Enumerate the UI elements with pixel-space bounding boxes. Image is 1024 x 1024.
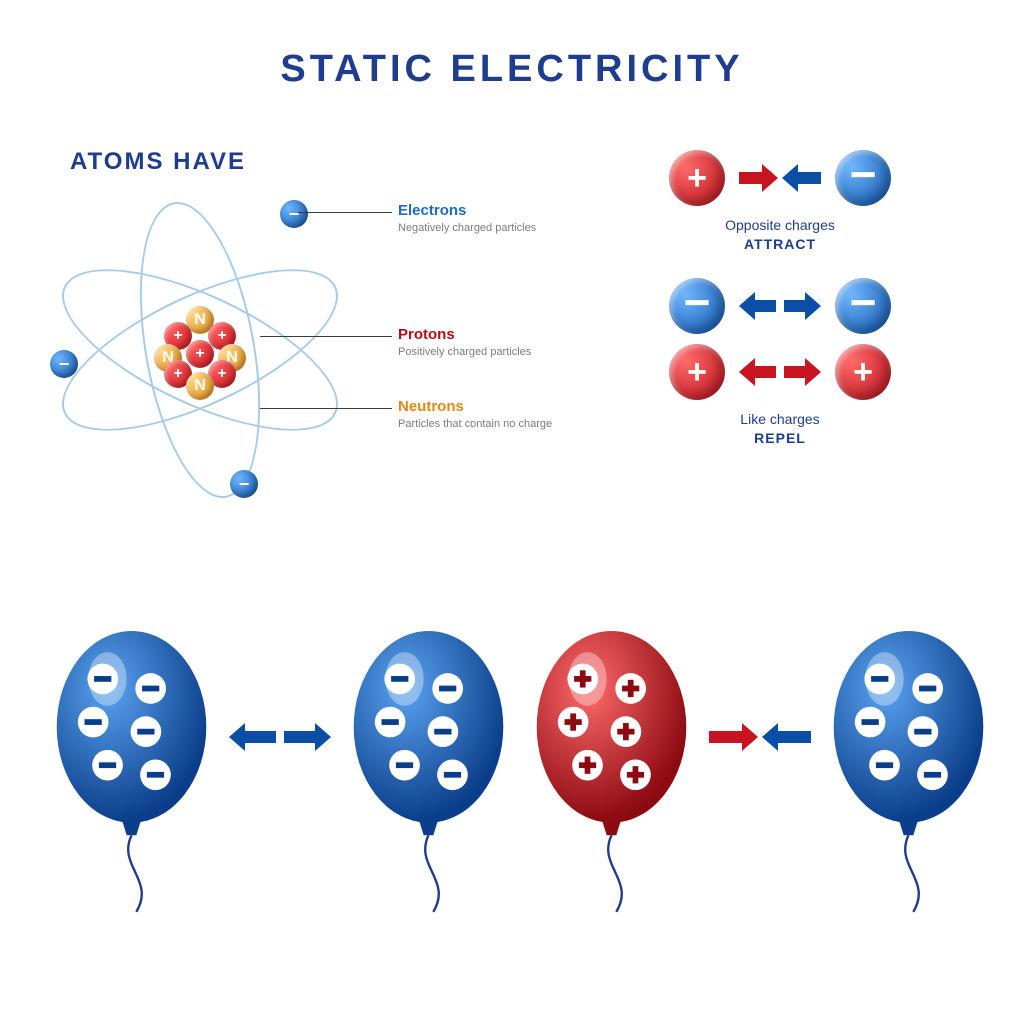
charge-ball-minus: − [835,150,891,206]
charge-ball-plus: + [669,344,725,400]
charge-ball-plus: + [669,150,725,206]
neutron-particle: N [186,372,214,400]
balloon-arrow-attract [705,715,815,755]
proton-particle: + [186,340,214,368]
balloon-section [0,620,1024,1000]
charge-rules: + − Opposite chargesATTRACT − − + + Like… [590,150,970,472]
balloon-blue-minus [50,620,213,920]
balloon-blue-minus [347,620,510,920]
atom-diagram: N++N+N++N −−− [40,180,360,520]
balloon-pair-repel [50,620,510,920]
label-protons: Protons Positively charged particles [398,326,531,359]
charge-ball-minus: − [669,278,725,334]
atom-heading: ATOMS HAVE [70,148,246,176]
label-neutrons-title: Neutrons [398,398,552,415]
repel-row-2: + + [590,344,970,400]
repel-row-1: − − [590,278,970,334]
leader-neutrons [260,408,392,409]
nucleus: N++N+N++N [150,300,250,400]
electron-particle: − [50,350,78,378]
leader-protons [260,336,392,337]
attract-row: + − [590,150,970,206]
label-neutrons: Neutrons Particles that contain no charg… [398,398,552,431]
label-electrons-title: Electrons [398,202,536,219]
charge-ball-minus: − [835,278,891,334]
label-electrons-sub: Negatively charged particles [398,221,536,235]
attract-caption: Opposite chargesATTRACT [590,216,970,254]
page-title: STATIC ELECTRICITY [0,48,1024,91]
label-protons-title: Protons [398,326,531,343]
repel-caption: Like chargesREPEL [590,410,970,448]
label-protons-sub: Positively charged particles [398,345,531,359]
electron-particle: − [230,470,258,498]
balloon-pair-attract [530,620,990,920]
balloon-blue-minus [827,620,990,920]
electron-particle: − [280,200,308,228]
label-electrons: Electrons Negatively charged particles [398,202,536,235]
label-neutrons-sub: Particles that contain no charge [398,417,552,431]
charge-ball-plus: + [835,344,891,400]
balloon-red-plus [530,620,693,920]
leader-electrons [298,212,392,213]
balloon-arrow-repel [225,715,335,755]
